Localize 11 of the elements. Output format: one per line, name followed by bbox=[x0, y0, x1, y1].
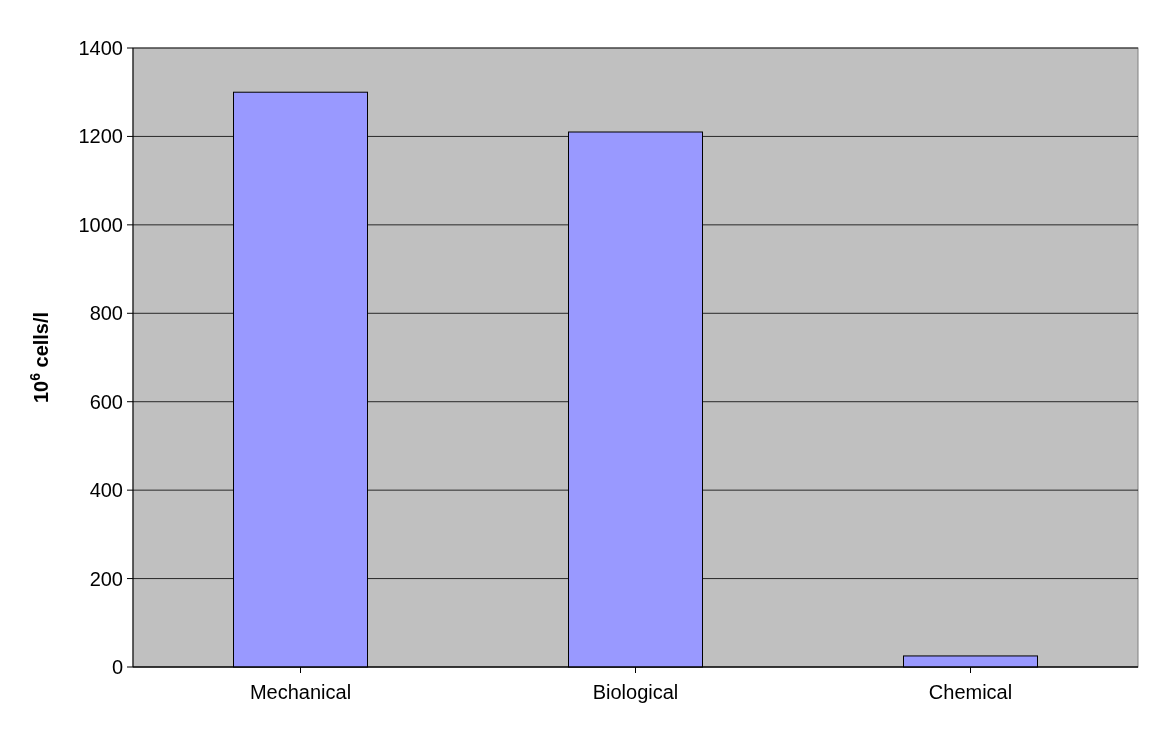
y-tick-label: 600 bbox=[89, 390, 123, 413]
x-tick-label: Mechanical bbox=[249, 681, 352, 703]
y-tick-label: 0 bbox=[111, 656, 123, 678]
y-tick-label: 800 bbox=[89, 302, 123, 325]
y-tick-label: 1000 bbox=[78, 213, 123, 236]
y-tick-label: 1400 bbox=[78, 37, 123, 59]
y-tick-label: 200 bbox=[89, 567, 123, 590]
x-tick-label: Biological bbox=[592, 681, 679, 703]
y-tick-label: 400 bbox=[89, 479, 123, 502]
y-tick-label: 1200 bbox=[78, 125, 123, 148]
x-tick-label: Chemical bbox=[928, 681, 1013, 703]
